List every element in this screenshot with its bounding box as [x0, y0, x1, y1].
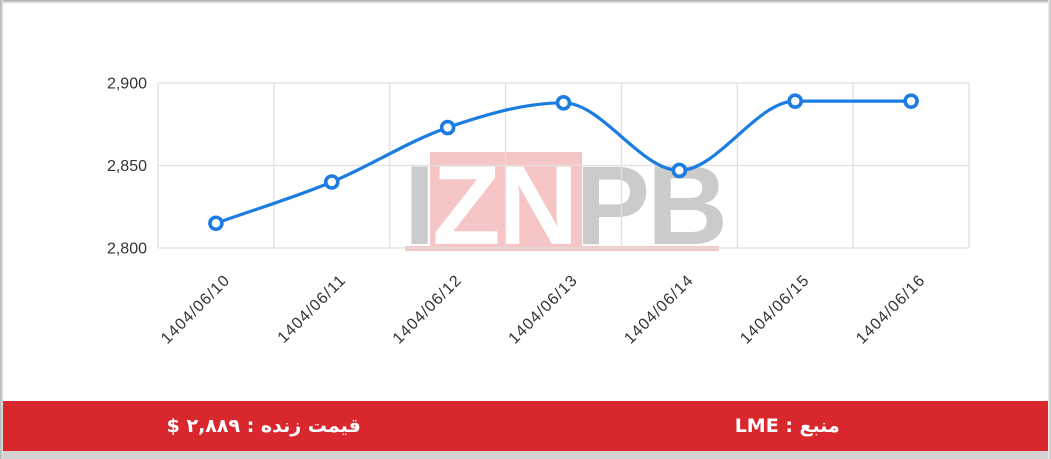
data-point-marker [787, 93, 804, 109]
card-bottom-shadow [0, 451, 1051, 459]
x-axis-label: 1404/06/16 [853, 272, 929, 348]
y-axis-label: 2,850 [107, 158, 147, 175]
data-point-marker [903, 93, 919, 109]
watermark-letter-i: I [404, 143, 435, 268]
card-top-edge [0, 0, 1051, 4]
price-line-chart: 2,800 2,850 2,900 1404/06/10 1404/06/11 1404/… [107, 76, 970, 348]
price-line [214, 99, 913, 225]
y-axis-label: 2,800 [107, 241, 147, 258]
x-axis-label: 1404/06/14 [621, 272, 697, 348]
x-axis-label: 1404/06/11 [275, 272, 350, 347]
data-point-marker [671, 162, 688, 179]
watermark-letters-pb: PB [575, 143, 728, 268]
x-axis-label: 1404/06/10 [158, 272, 234, 348]
data-point-marker [555, 95, 572, 111]
card-right-edge [1048, 0, 1051, 459]
data-point-marker [323, 174, 340, 190]
x-axis-label: 1404/06/15 [737, 272, 813, 348]
footer-bar: قیمت زنده : ۲,۸۸۹ $ منبع : LME [2, 401, 1049, 451]
y-axis-label: 2,900 [107, 76, 147, 93]
data-point-marker [208, 215, 224, 232]
data-point-marker [439, 119, 456, 136]
card-left-edge [0, 0, 3, 459]
source-label: منبع : LME [734, 415, 840, 437]
live-price-label: قیمت زنده : ۲,۸۸۹ $ [166, 415, 361, 437]
x-axis-label: 1404/06/12 [390, 272, 466, 348]
x-axis-label: 1404/06/13 [506, 272, 582, 348]
